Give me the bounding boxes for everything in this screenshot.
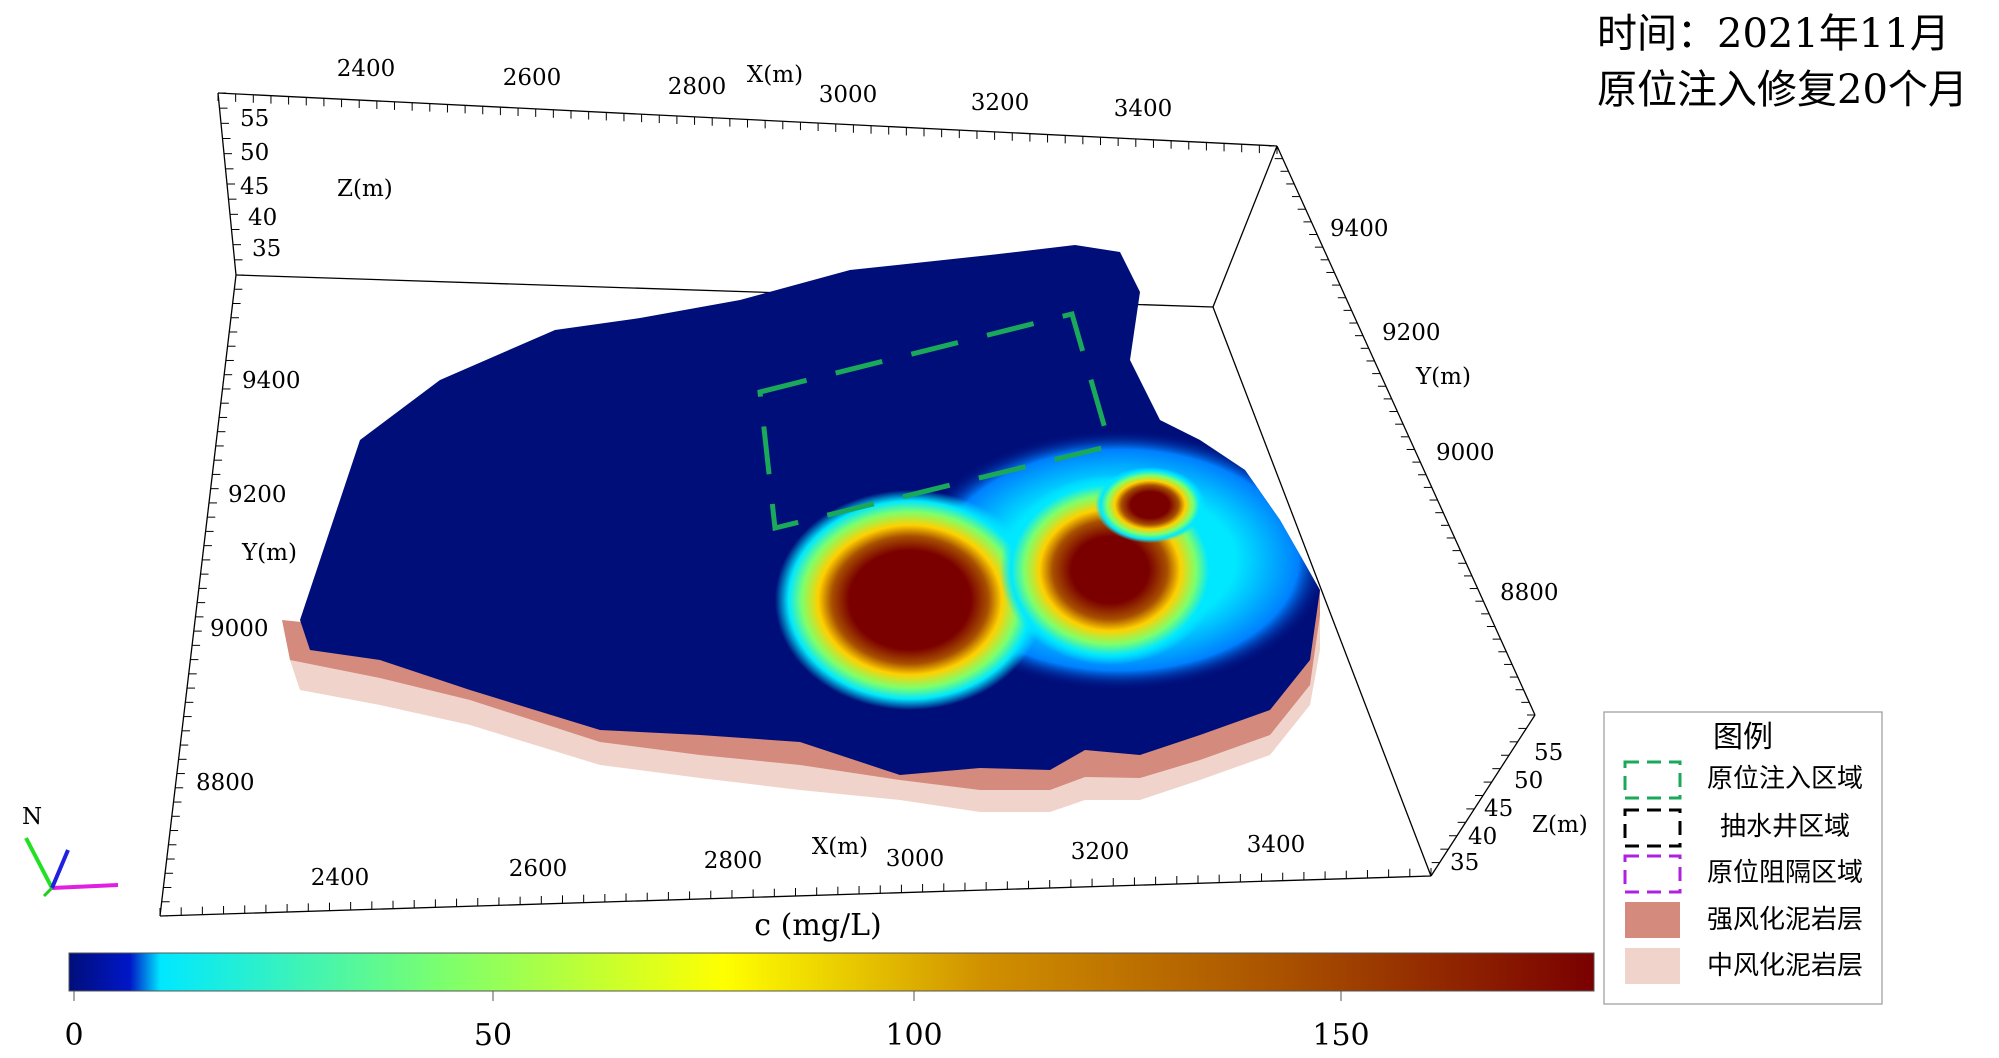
z-tick-right: 40	[1468, 824, 1497, 850]
legend-swatch-strong-weathered	[1625, 902, 1680, 938]
x-tick-top: 3000	[819, 82, 878, 108]
y-tick-left: 9200	[228, 482, 287, 508]
z-tick-left: 35	[252, 236, 281, 262]
colorbar-tick: 100	[885, 1018, 942, 1053]
y-tick-left: 9400	[242, 368, 301, 394]
y-tick-right: 9400	[1330, 216, 1389, 242]
title-duration: 原位注入修复20个月	[1597, 67, 1968, 113]
z-tick-left: 40	[248, 205, 277, 231]
y-axis-label-left: Y(m)	[241, 540, 297, 566]
x-tick-bottom: 3200	[1071, 839, 1130, 865]
legend-title: 图例	[1713, 720, 1773, 755]
legend-swatch-moderate-weathered	[1625, 948, 1680, 984]
title-time: 时间：2021年11月	[1597, 11, 1950, 57]
x-tick-top: 2600	[503, 65, 562, 91]
x-tick-bottom: 2600	[509, 856, 568, 882]
z-tick-left: 55	[240, 106, 269, 132]
y-tick-right: 9000	[1436, 440, 1495, 466]
x-tick-bottom: 3400	[1247, 832, 1306, 858]
z-axis-label-right: Z(m)	[1532, 812, 1588, 838]
y-axis-label-right: Y(m)	[1415, 364, 1471, 390]
colorbar-title: c (mg/L)	[754, 908, 881, 943]
z-tick-right: 45	[1484, 796, 1513, 822]
legend-label: 中风化泥岩层	[1707, 951, 1863, 981]
colorbar-tick: 0	[64, 1018, 83, 1053]
z-axis-label-left: Z(m)	[337, 176, 393, 202]
y-tick-left: 8800	[196, 770, 255, 796]
x-tick-bottom: 3000	[886, 846, 945, 872]
colorbar-tick: 50	[474, 1018, 512, 1053]
z-tick-right: 50	[1514, 768, 1543, 794]
compass-north-label: N	[22, 804, 42, 830]
concentration-plume	[300, 245, 1320, 775]
x-tick-bottom: 2800	[704, 848, 763, 874]
legend-label: 强风化泥岩层	[1707, 905, 1863, 935]
z-tick-right: 35	[1450, 850, 1479, 876]
x-tick-top: 3200	[971, 90, 1030, 116]
legend-label: 抽水井区域	[1720, 812, 1850, 842]
colorbar: c (mg/L) 0 50 100 150	[64, 908, 1595, 1053]
colorbar-tick: 150	[1312, 1018, 1369, 1053]
x-tick-bottom: 2400	[311, 865, 370, 891]
z-tick-left: 50	[240, 140, 269, 166]
x-tick-top: 2800	[668, 74, 727, 100]
x-axis-label-top: X(m)	[747, 62, 803, 88]
y-tick-right: 9200	[1382, 320, 1441, 346]
legend-swatch-barrier	[1623, 854, 1682, 894]
legend-swatch-pumping	[1623, 808, 1682, 848]
legend-swatch-injection	[1623, 760, 1682, 800]
legend-label: 原位注入区域	[1707, 764, 1863, 794]
legend-label: 原位阻隔区域	[1707, 858, 1863, 888]
y-tick-right: 8800	[1500, 580, 1559, 606]
compass-icon: N	[22, 804, 119, 898]
legend: 图例 原位注入区域 抽水井区域 原位阻隔区域 强风化泥岩层 中风化泥岩层	[1603, 711, 1883, 1005]
x-axis-label-bottom: X(m)	[812, 834, 868, 860]
z-tick-left: 45	[240, 174, 269, 200]
z-tick-right: 55	[1534, 740, 1563, 766]
y-tick-left: 9000	[210, 616, 269, 642]
x-tick-top: 2400	[337, 56, 396, 82]
x-tick-top: 3400	[1114, 96, 1173, 122]
